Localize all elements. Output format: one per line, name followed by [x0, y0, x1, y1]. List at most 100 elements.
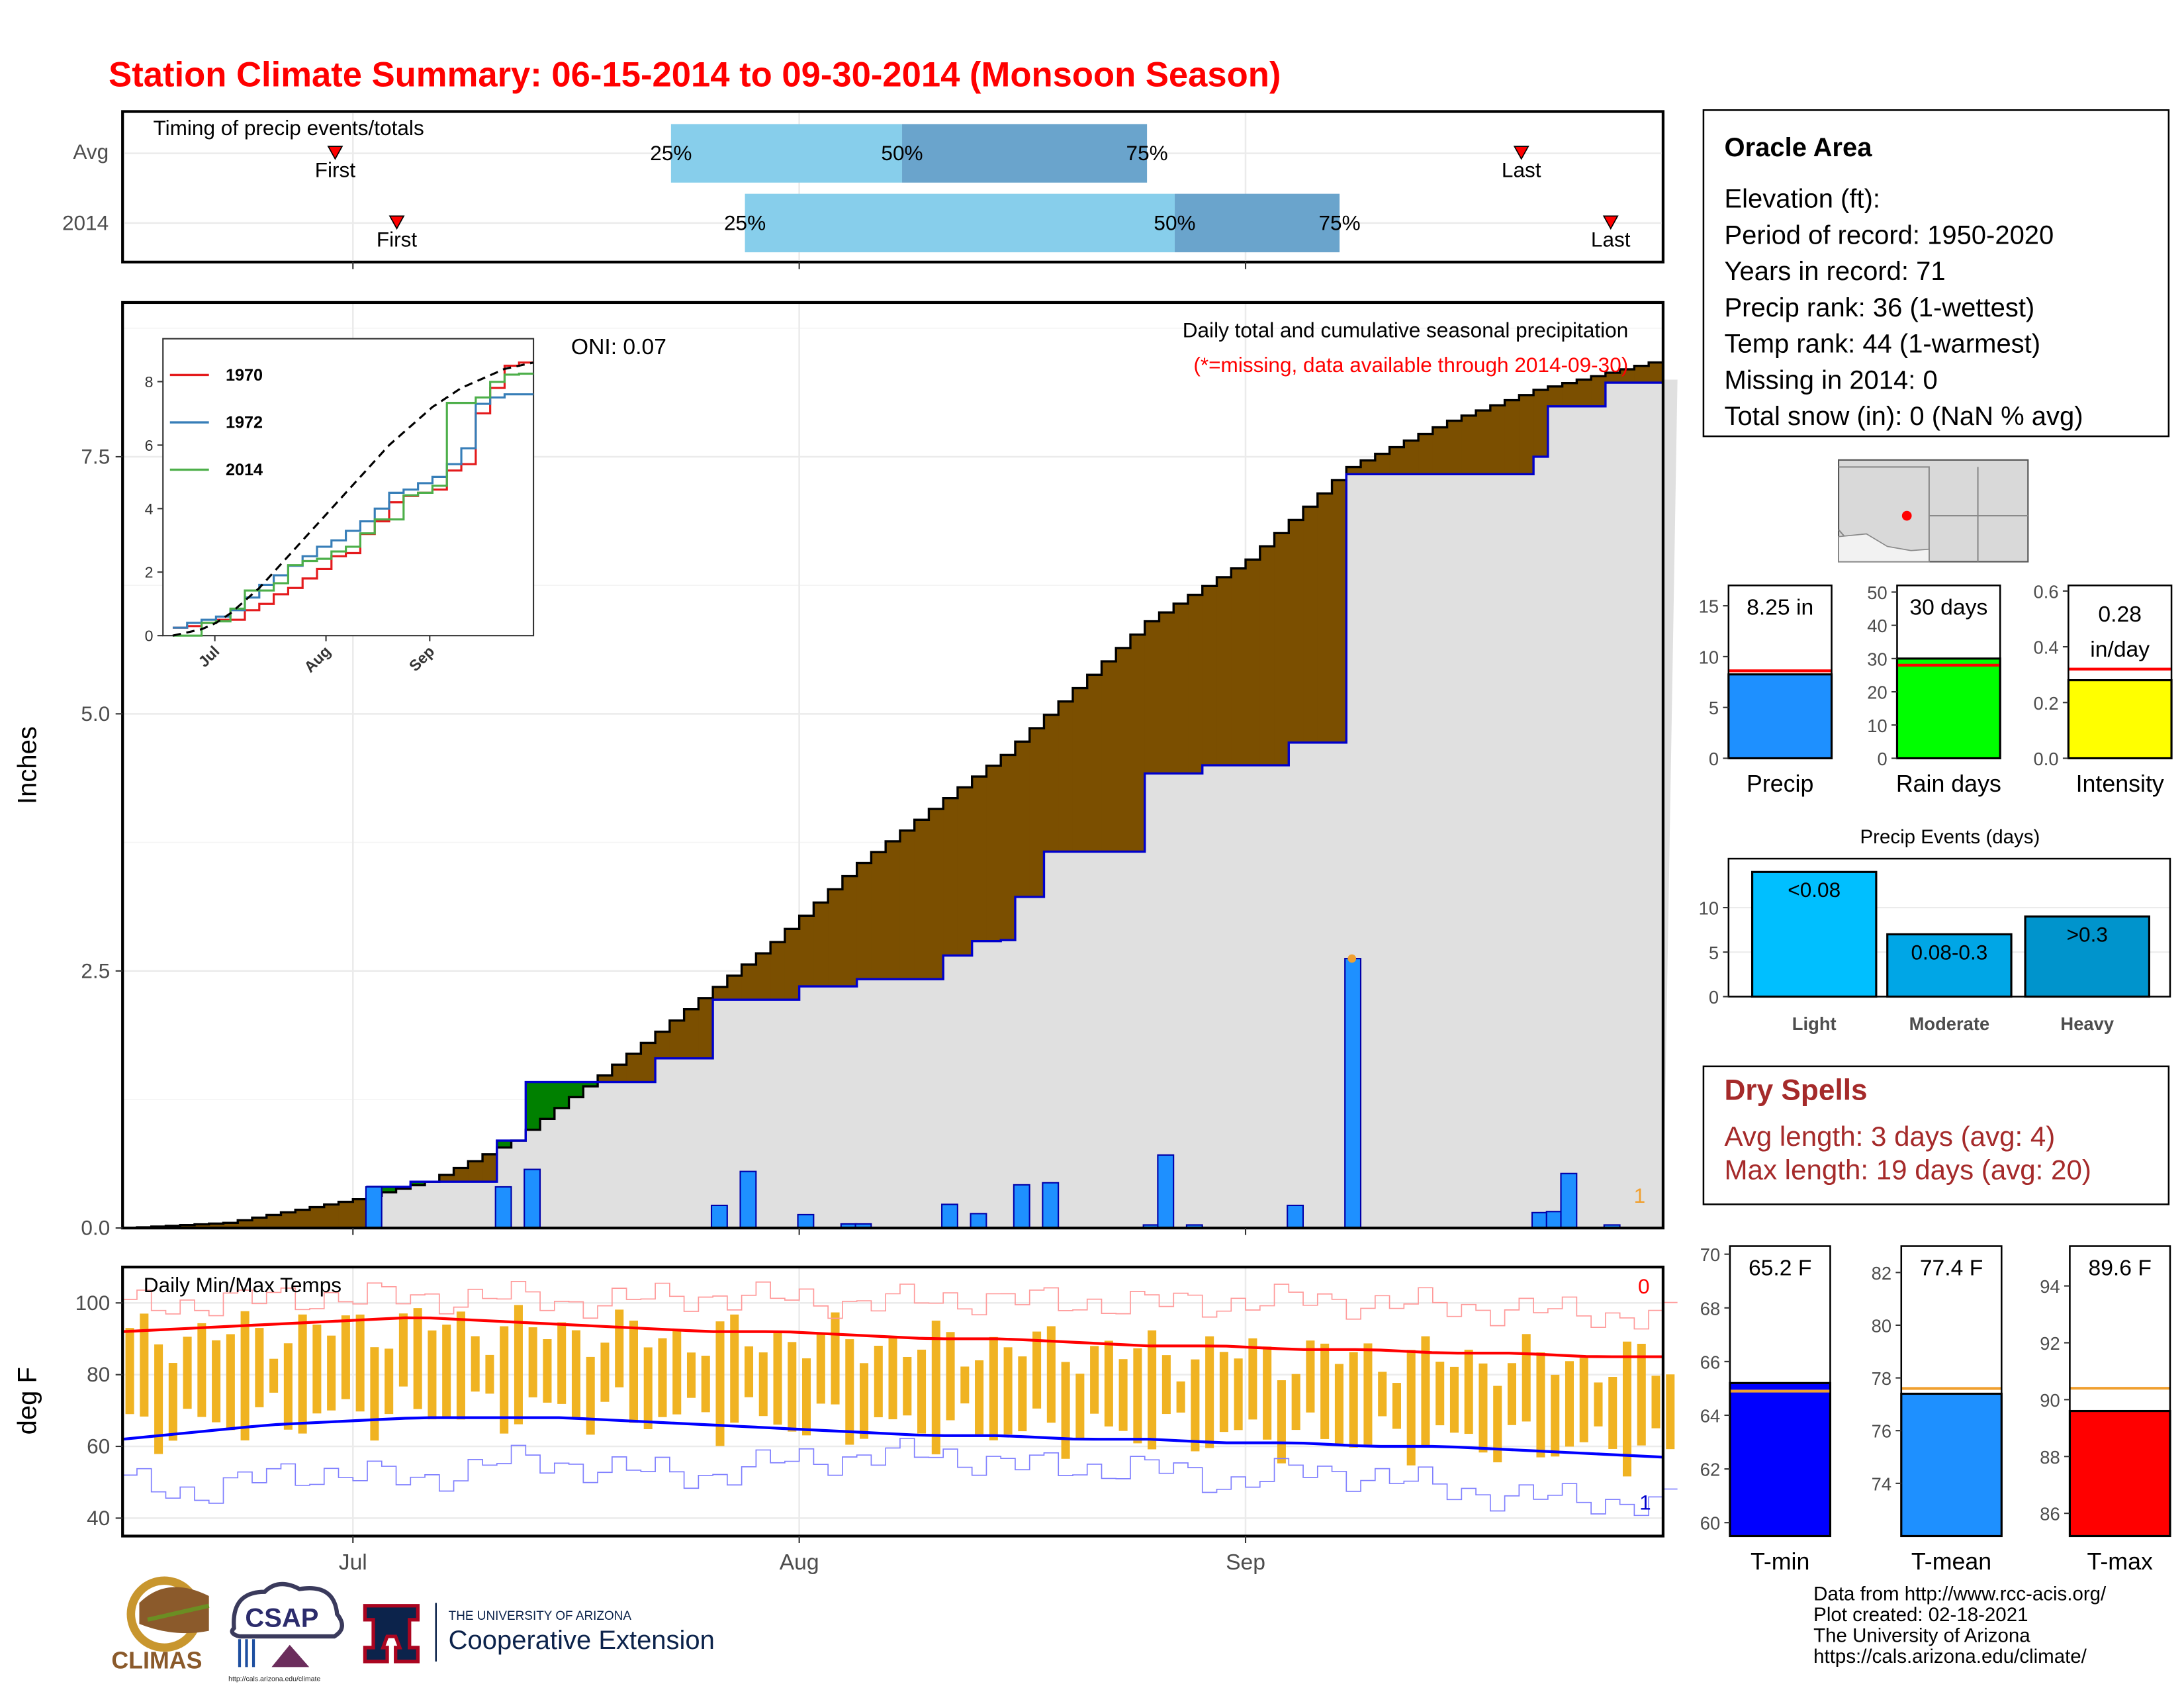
inset-ytick-label: 0 [145, 628, 154, 645]
daily-temp-bar [1191, 1359, 1200, 1452]
deficit-fill [1490, 405, 1506, 475]
surplus-fill [569, 1082, 584, 1098]
daily-temp-bar [154, 1344, 163, 1454]
deficit-fill [886, 841, 901, 980]
temp-bar-ytick-label: 92 [2040, 1333, 2060, 1354]
mini-bar-value-label: 0.28 [2098, 602, 2142, 627]
deficit-fill [251, 1217, 267, 1229]
temp-bar-ytick-label: 76 [1872, 1421, 1891, 1442]
deficit-fill [1476, 410, 1491, 475]
daily-temp-bar [514, 1305, 523, 1425]
ua-bottom-text: Cooperative Extension [449, 1626, 715, 1655]
daily-temp-bar [1133, 1348, 1142, 1444]
daily-temp-bar [125, 1328, 134, 1415]
season-stat-bars: 0 5 10 15 8.25 in Precip 0 10 20 30 40 50 30 days Rai… [1699, 581, 2173, 797]
timing-panel: Timing of precip events/totals Avg 2014 … [62, 110, 1664, 269]
deficit-fill [1649, 362, 1664, 383]
surplus-fill [496, 1141, 512, 1148]
deficit-fill [1634, 365, 1649, 383]
daily-temp-bar [1306, 1340, 1315, 1413]
precip-events-chart: Precip Events (days) <0.08 Light 0.08-0.3 M… [1699, 826, 2171, 1034]
precip-caption: Daily total and cumulative seasonal prec… [1183, 318, 1629, 342]
daily-precip-bar [1545, 1211, 1563, 1229]
daily-temp-bar [1536, 1352, 1545, 1458]
daily-temp-bar [586, 1356, 595, 1435]
deficit-fill [770, 942, 786, 1000]
temp-bar-frame [1900, 1245, 2003, 1537]
mini-bar-ytick-label: 30 [1867, 649, 1887, 669]
deficit-fill [1303, 506, 1318, 743]
temp-y-axis-label: deg F [13, 1367, 42, 1434]
dry-spells-max: Max length: 19 days (avg: 20) [1724, 1154, 2091, 1185]
deficit-fill [1461, 415, 1477, 475]
daily-temp-bar [398, 1313, 408, 1387]
events-category-label: Heavy [2060, 1013, 2114, 1034]
daily-temp-bar [1579, 1358, 1588, 1442]
daily-temp-bar [1161, 1355, 1171, 1415]
record-tmin-line [122, 1438, 1678, 1517]
oni-label: ONI: 0.07 [571, 335, 666, 359]
deficit-fill [482, 1154, 498, 1182]
csap-url: http://cals.arizona.edu/climate [228, 1675, 320, 1683]
mini-bar-ytick-label: 5 [1709, 698, 1719, 718]
timing-title: Timing of precip events/totals [154, 116, 424, 140]
deficit-fill [1375, 453, 1390, 475]
daily-temp-bar [629, 1321, 639, 1423]
deficit-fill [1101, 661, 1116, 852]
daily-temp-bar [413, 1308, 422, 1409]
observed-cumulative-area [122, 379, 1678, 1229]
events-frame [1727, 857, 2171, 998]
daily-temp-bar [428, 1330, 437, 1420]
precip-chart: 0.0 2.5 5.0 7.5 Inches ONI: 0.07 Daily tota… [13, 301, 1678, 1240]
locator-map [1838, 459, 2029, 563]
timing-last-marker [1513, 146, 1529, 160]
daily-temp-bar [615, 1309, 624, 1387]
daily-temp-bar [543, 1338, 552, 1403]
footer-line-1: Data from http://www.rcc-acis.org/ [1813, 1583, 2107, 1605]
deficit-fill [972, 776, 987, 941]
daily-temp-bar [758, 1352, 768, 1417]
daily-temp-bar [874, 1345, 883, 1417]
daily-temp-bar [730, 1314, 739, 1423]
daily-temp-bar [1334, 1364, 1343, 1446]
deficit-fill [1361, 460, 1376, 475]
deficit-fill [1274, 533, 1289, 766]
daily-temp-bar [528, 1327, 537, 1397]
daily-precip-bar [941, 1203, 958, 1229]
daily-temp-bar [226, 1334, 235, 1430]
daily-temp-bar [1378, 1372, 1387, 1417]
deficit-fill [713, 986, 728, 1000]
inset-legend-label: 1970 [226, 366, 263, 385]
mini-bar-value [1727, 673, 1833, 760]
temp-bar-value-label: 77.4 F [1920, 1256, 1983, 1281]
daily-temp-bar [1003, 1347, 1013, 1435]
deficit-fill [1504, 400, 1520, 475]
deficit-fill [799, 915, 815, 987]
deficit-fill [1130, 634, 1146, 852]
temp-bar-category-label: T-max [2087, 1548, 2153, 1575]
deficit-fill [957, 787, 973, 956]
dry-spells-box: Dry Spells Avg length: 3 days (avg: 4) M… [1702, 1065, 2170, 1205]
daily-temp-bar [1061, 1362, 1070, 1459]
events-bar-light [1751, 870, 1878, 998]
temp-bar-ytick-label: 66 [1700, 1352, 1720, 1372]
daily-temp-bar [960, 1366, 970, 1404]
deficit-fill [194, 1224, 210, 1229]
mini-bar-ytick-label: 0 [1878, 749, 1888, 769]
daily-temp-bar [183, 1336, 192, 1409]
daily-temp-bar [442, 1325, 451, 1419]
temp-xtick-label: Jul [339, 1550, 367, 1575]
daily-temp-bar [1522, 1334, 1531, 1422]
daily-temp-bar [1032, 1331, 1042, 1409]
surplus-fill [410, 1182, 426, 1186]
deficit-fill [1029, 728, 1045, 897]
daily-temp-bar [255, 1328, 264, 1407]
station-location-dot [1901, 510, 1912, 521]
timing-pct-label: 25% [724, 211, 766, 234]
deficit-fill [669, 1020, 685, 1058]
temp-bar-ytick-label: 64 [1700, 1406, 1720, 1427]
daily-temp-bar [1018, 1356, 1027, 1432]
daily-temp-bar [1449, 1366, 1459, 1433]
deficit-fill [727, 975, 743, 1000]
